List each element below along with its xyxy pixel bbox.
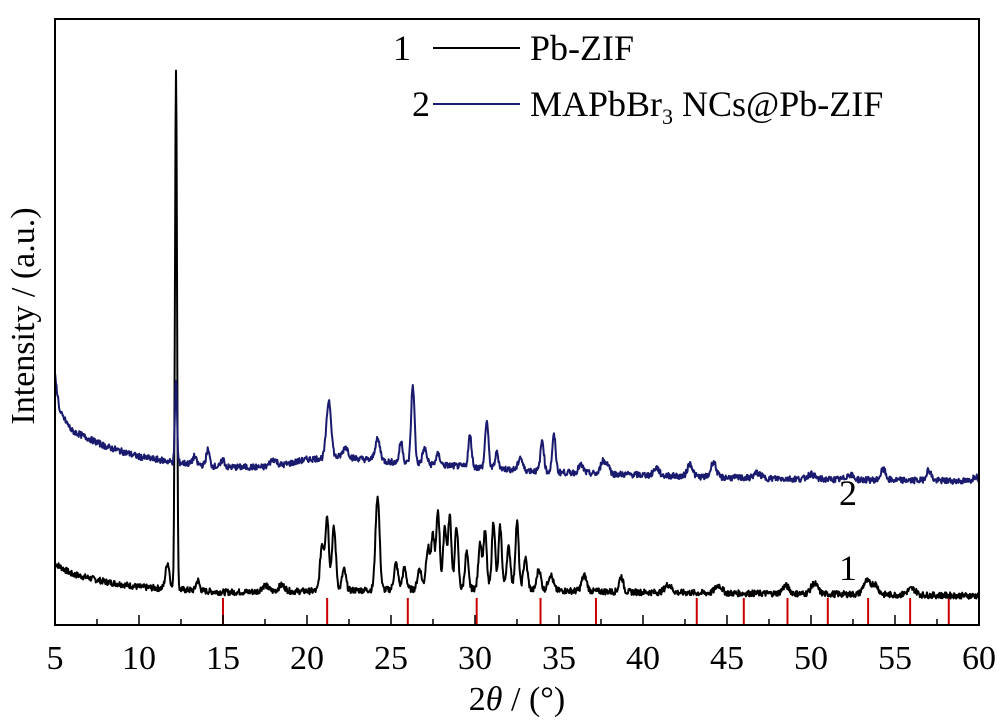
y-axis-title: Intensity / (a.u.) xyxy=(5,207,42,424)
x-tick-label: 15 xyxy=(206,640,240,677)
legend-label-2: MAPbBr3 NCs@Pb-ZIF xyxy=(530,84,883,129)
x-tick-label: 30 xyxy=(458,640,492,677)
x-tick-label: 35 xyxy=(542,640,576,677)
legend-number-2: 2 xyxy=(412,84,430,124)
x-tick-label: 55 xyxy=(878,640,912,677)
x-tick-label: 10 xyxy=(122,640,156,677)
legend: 1 Pb-ZIF 2 MAPbBr3 NCs@Pb-ZIF xyxy=(393,28,883,129)
x-ticks xyxy=(54,615,980,625)
x-tick-label: 45 xyxy=(710,640,744,677)
x-tick-label: 20 xyxy=(290,640,324,677)
series-line-2 xyxy=(54,372,980,485)
reference-markers xyxy=(222,598,950,625)
x-axis-title: 2θ / (°) xyxy=(469,681,565,718)
curve-label-1: 1 xyxy=(839,548,857,588)
series-line-1 xyxy=(54,69,980,600)
x-tick-label: 25 xyxy=(374,640,408,677)
series-group xyxy=(54,69,980,600)
x-tick-labels: 5 10 15 20 25 30 35 40 45 50 55 60 xyxy=(47,640,997,677)
x-tick-label: 5 xyxy=(47,640,64,677)
x-tick-label: 40 xyxy=(626,640,660,677)
legend-label-1: Pb-ZIF xyxy=(530,28,634,68)
legend-number-1: 1 xyxy=(393,28,411,68)
x-tick-label: 50 xyxy=(794,640,828,677)
curve-label-2: 2 xyxy=(839,473,857,513)
x-tick-label: 60 xyxy=(962,640,996,677)
